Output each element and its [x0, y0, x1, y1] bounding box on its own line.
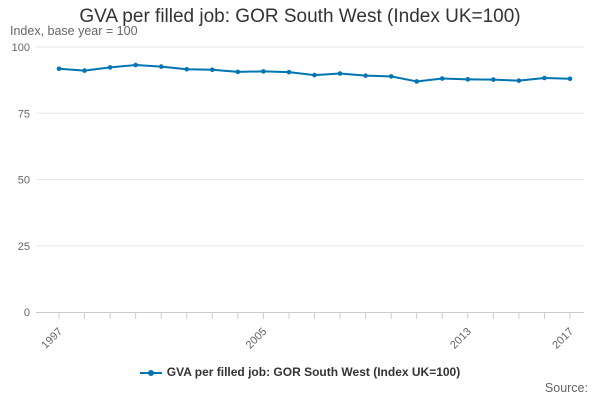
x-tick-label: 2017	[550, 326, 576, 352]
y-tick-label: 25	[18, 241, 30, 253]
axes: 0 25 50 75 100 1997 2005 2013 2017	[12, 42, 584, 351]
y-tick-label: 75	[18, 108, 30, 120]
x-tick-label: 2013	[448, 326, 474, 352]
source-label: Source:	[544, 381, 588, 395]
y-tick-label: 100	[12, 42, 30, 54]
data-point	[439, 76, 445, 81]
data-point	[491, 77, 496, 82]
x-tick-label: 1997	[39, 326, 65, 352]
data-point	[107, 65, 113, 70]
data-point	[567, 76, 573, 82]
data-point	[414, 79, 420, 84]
series-layer	[56, 62, 573, 84]
data-point	[542, 75, 547, 81]
data-point	[363, 73, 368, 78]
data-point	[286, 69, 292, 75]
x-tick-label: 2005	[244, 326, 270, 352]
chart-title: GVA per filled job: GOR South West (Inde…	[79, 6, 521, 27]
data-point	[312, 72, 317, 78]
y-axis-unit-label: Index, base year = 100	[10, 24, 138, 38]
data-point	[56, 66, 62, 72]
legend-series-swatch	[139, 368, 162, 378]
data-point	[184, 66, 190, 72]
data-point	[158, 64, 164, 69]
data-point	[516, 78, 522, 83]
data-point	[82, 68, 87, 73]
data-point	[465, 77, 471, 82]
gridlines	[36, 46, 584, 247]
legend-series-label: GVA per filled job: GOR South West (Inde…	[166, 365, 461, 379]
data-point	[210, 67, 215, 73]
data-point	[235, 69, 241, 75]
y-tick-label: 50	[18, 175, 30, 187]
data-point	[388, 74, 394, 79]
data-point	[337, 71, 343, 76]
data-point	[133, 62, 138, 68]
legend[interactable]: GVA per filled job: GOR South West (Inde…	[0, 365, 600, 379]
y-tick-label: 0	[24, 307, 30, 319]
data-point	[261, 69, 266, 74]
